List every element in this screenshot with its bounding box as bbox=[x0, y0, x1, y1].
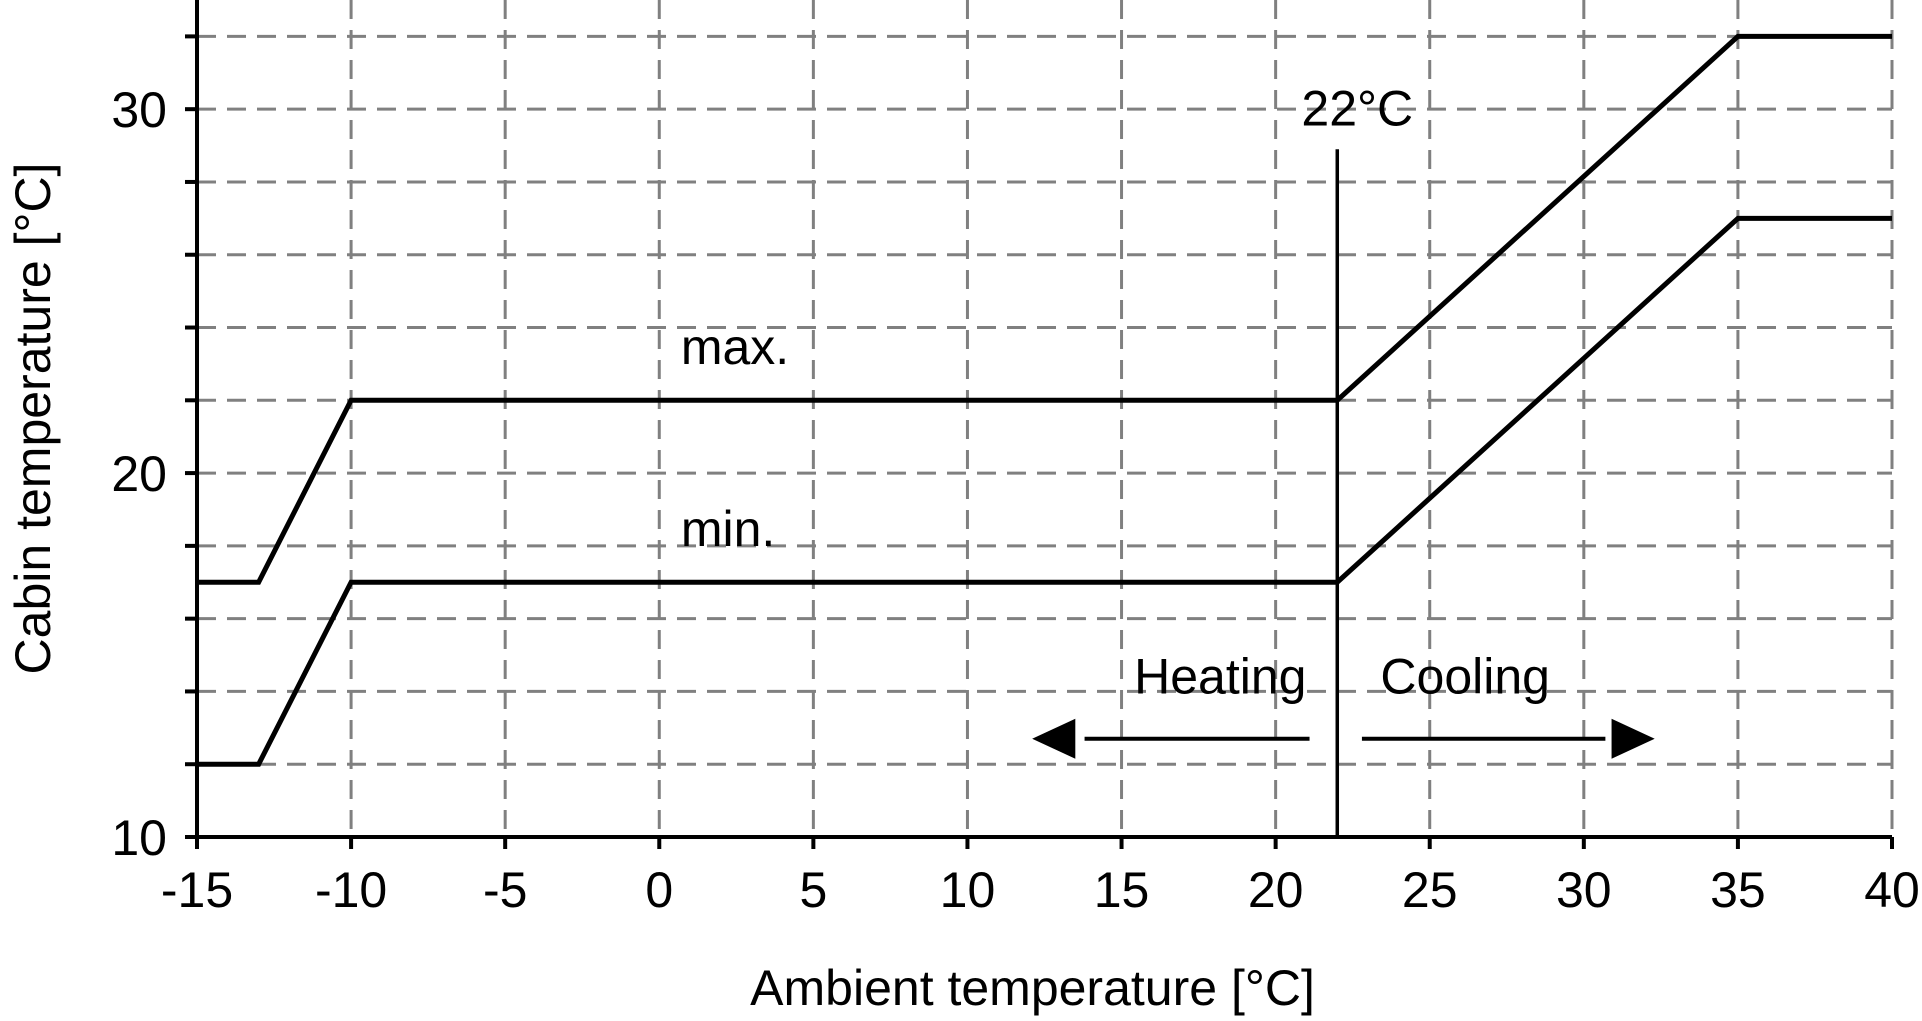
cooling-label: Cooling bbox=[1380, 648, 1550, 704]
threshold-label: 22°C bbox=[1301, 81, 1413, 137]
y-tick-label: 20 bbox=[111, 446, 167, 502]
y-tick-label: 10 bbox=[111, 810, 167, 866]
y-tick-label: 30 bbox=[111, 82, 167, 138]
cooling-arrow-head bbox=[1611, 718, 1655, 759]
series-lines bbox=[197, 33, 1892, 767]
x-tick-label: 20 bbox=[1248, 862, 1304, 918]
x-tick-label: 35 bbox=[1710, 862, 1766, 918]
axes bbox=[185, 0, 1894, 849]
x-tick-label: 30 bbox=[1556, 862, 1612, 918]
x-axis-title: Ambient temperature [°C] bbox=[750, 960, 1315, 1016]
y-axis-title: Cabin temperature [°C] bbox=[5, 163, 61, 675]
series-label-min: min. bbox=[681, 501, 775, 557]
x-tick-label: 0 bbox=[645, 862, 673, 918]
x-tick-label: 5 bbox=[799, 862, 827, 918]
x-tick-label: -5 bbox=[483, 862, 527, 918]
series-line-max bbox=[197, 33, 1892, 585]
series-line-min bbox=[197, 215, 1892, 767]
heating-label: Heating bbox=[1134, 648, 1306, 704]
tick-labels: -15 -10 -5 0 5 10 15 20 25 30 35 40 10 20 30 bbox=[111, 82, 1919, 918]
x-tick-label: 15 bbox=[1094, 862, 1150, 918]
x-tick-label: 25 bbox=[1402, 862, 1458, 918]
x-tick-label: -10 bbox=[315, 862, 387, 918]
series-label-max: max. bbox=[681, 319, 789, 375]
annotations: max. min. 22°C Heating Cooling bbox=[681, 81, 1655, 837]
heating-arrow-head bbox=[1032, 718, 1076, 759]
x-tick-label: 40 bbox=[1864, 862, 1920, 918]
x-tick-label: -15 bbox=[161, 862, 233, 918]
x-tick-label: 10 bbox=[940, 862, 996, 918]
